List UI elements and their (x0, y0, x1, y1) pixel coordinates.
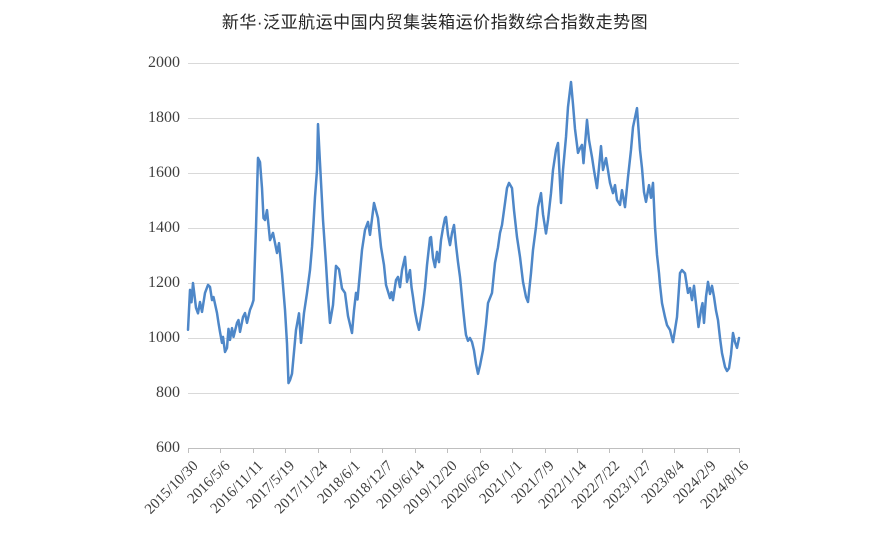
y-tick-label: 2000 (148, 54, 180, 71)
y-tick-label: 1800 (148, 109, 180, 126)
index-line-series (186, 80, 741, 385)
y-tick-label: 1600 (148, 164, 180, 181)
y-tick-label: 1200 (148, 274, 180, 291)
y-tick-label: 800 (156, 384, 180, 401)
chart-title: 新华·泛亚航运中国内贸集装箱运价指数综合指数走势图 (221, 13, 649, 32)
y-tick-label: 600 (156, 439, 180, 456)
y-tick-label: 1400 (148, 219, 180, 236)
y-tick-label: 1000 (148, 329, 180, 346)
